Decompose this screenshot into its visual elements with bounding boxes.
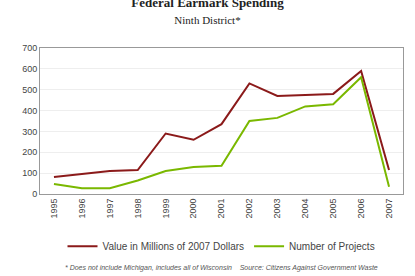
svg-text:1999: 1999 — [161, 199, 171, 219]
svg-text:400: 400 — [22, 106, 37, 116]
svg-text:2006: 2006 — [356, 199, 366, 219]
svg-text:2004: 2004 — [300, 199, 310, 219]
svg-text:Value in Millions of 2007 Doll: Value in Millions of 2007 Dollars — [103, 241, 245, 252]
svg-text:2001: 2001 — [216, 199, 226, 219]
svg-text:2007: 2007 — [384, 199, 394, 219]
svg-text:200: 200 — [22, 147, 37, 157]
svg-text:2005: 2005 — [328, 199, 338, 219]
svg-text:* Does not include Michigan, i: * Does not include Michigan, includes al… — [65, 264, 378, 272]
svg-text:0: 0 — [32, 189, 37, 199]
svg-text:300: 300 — [22, 127, 37, 137]
svg-text:100: 100 — [22, 168, 37, 178]
svg-text:2002: 2002 — [244, 199, 254, 219]
svg-text:700: 700 — [22, 43, 37, 53]
svg-text:1995: 1995 — [49, 199, 59, 219]
svg-text:2000: 2000 — [189, 199, 199, 219]
svg-text:Number of Projects: Number of Projects — [289, 241, 375, 252]
svg-text:600: 600 — [22, 64, 37, 74]
svg-text:Federal Earmark SpendingNinth: Federal Earmark SpendingNinth District* — [131, 0, 284, 26]
svg-text:1998: 1998 — [133, 199, 143, 219]
svg-text:1997: 1997 — [105, 199, 115, 219]
svg-text:2003: 2003 — [272, 199, 282, 219]
svg-text:500: 500 — [22, 85, 37, 95]
svg-text:1996: 1996 — [77, 199, 87, 219]
